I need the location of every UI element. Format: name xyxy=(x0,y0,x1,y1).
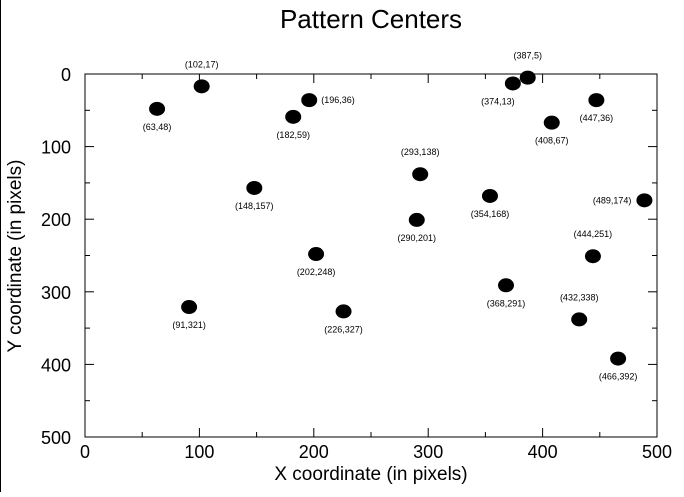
y-tick-label: 0 xyxy=(61,65,71,85)
data-point xyxy=(636,193,653,208)
x-tick-label: 200 xyxy=(299,442,329,462)
data-point xyxy=(335,304,352,319)
data-point xyxy=(408,212,425,227)
data-point-label: (182,59) xyxy=(276,130,310,140)
data-point-label: (293,138) xyxy=(401,147,440,157)
y-tick-label: 100 xyxy=(41,138,71,158)
data-point xyxy=(301,93,318,108)
data-point xyxy=(285,109,302,124)
data-point-label: (489,174) xyxy=(593,195,632,205)
data-point-label: (63,48) xyxy=(143,122,172,132)
x-axis-label: X coordinate (in pixels) xyxy=(274,464,467,485)
data-point xyxy=(610,351,627,366)
data-point-label: (91,321) xyxy=(172,320,206,330)
data-point-label: (202,248) xyxy=(297,267,336,277)
data-point-label: (226,327) xyxy=(324,324,363,334)
data-point xyxy=(246,180,263,195)
data-point-label: (374,13) xyxy=(481,96,515,106)
data-point xyxy=(412,167,429,182)
data-point xyxy=(497,278,514,293)
data-point-label: (368,291) xyxy=(487,298,526,308)
x-tick-label: 400 xyxy=(528,442,558,462)
data-point-label: (444,251) xyxy=(574,229,613,239)
data-point-label: (466,392) xyxy=(599,372,638,382)
left-border-line xyxy=(0,0,1,492)
data-point-label: (354,168) xyxy=(471,209,510,219)
x-tick-label: 100 xyxy=(184,442,214,462)
data-point-label: (196,36) xyxy=(321,95,355,105)
data-point-label: (387,5) xyxy=(513,51,542,61)
data-point-label: (290,201) xyxy=(397,233,436,243)
data-point-label: (408,67) xyxy=(535,136,569,146)
y-tick-label: 300 xyxy=(41,283,71,303)
data-point xyxy=(193,79,210,94)
data-point xyxy=(504,76,521,91)
y-axis-label: Y coordinate (in pixels) xyxy=(5,160,26,353)
data-point xyxy=(181,300,198,315)
data-point-label: (447,36) xyxy=(580,113,614,123)
y-tick-label: 400 xyxy=(41,355,71,375)
axis-ticks xyxy=(84,73,658,438)
data-point-label: (432,338) xyxy=(560,292,599,302)
data-point xyxy=(588,93,605,108)
chart-title: Pattern Centers xyxy=(280,4,462,34)
data-point-label: (102,17) xyxy=(185,59,219,69)
data-point xyxy=(571,312,588,327)
data-point-label: (148,157) xyxy=(235,201,274,211)
x-tick-label: 0 xyxy=(80,442,90,462)
data-point xyxy=(519,70,536,85)
data-point-labels: (102,17) (387,5) (374,13) (63,48) (196,36) (1… xyxy=(143,51,638,382)
data-point xyxy=(543,115,560,130)
data-point xyxy=(584,249,601,264)
y-tick-label: 500 xyxy=(41,428,71,448)
data-point xyxy=(481,188,498,203)
x-tick-label: 300 xyxy=(413,442,443,462)
data-points xyxy=(149,70,653,366)
x-tick-label: 500 xyxy=(642,442,672,462)
y-tick-label: 200 xyxy=(41,210,71,230)
axis-tick-labels: 0 100 200 300 400 500 0 100 200 300 400 500 xyxy=(41,65,672,462)
data-point xyxy=(149,101,166,116)
data-point xyxy=(308,247,325,262)
